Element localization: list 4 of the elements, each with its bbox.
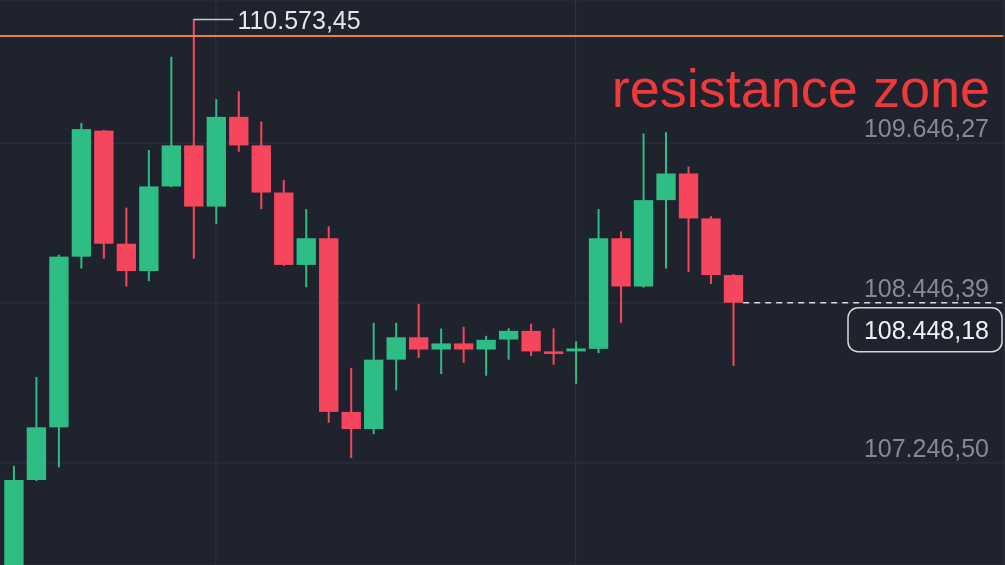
annotation: 110.573,45 xyxy=(237,5,361,34)
ref-line-label: 108.448,18 xyxy=(863,315,989,344)
y-tick-label: 108.446,39 xyxy=(863,273,989,302)
y-tick-label: 107.246,50 xyxy=(863,433,989,462)
